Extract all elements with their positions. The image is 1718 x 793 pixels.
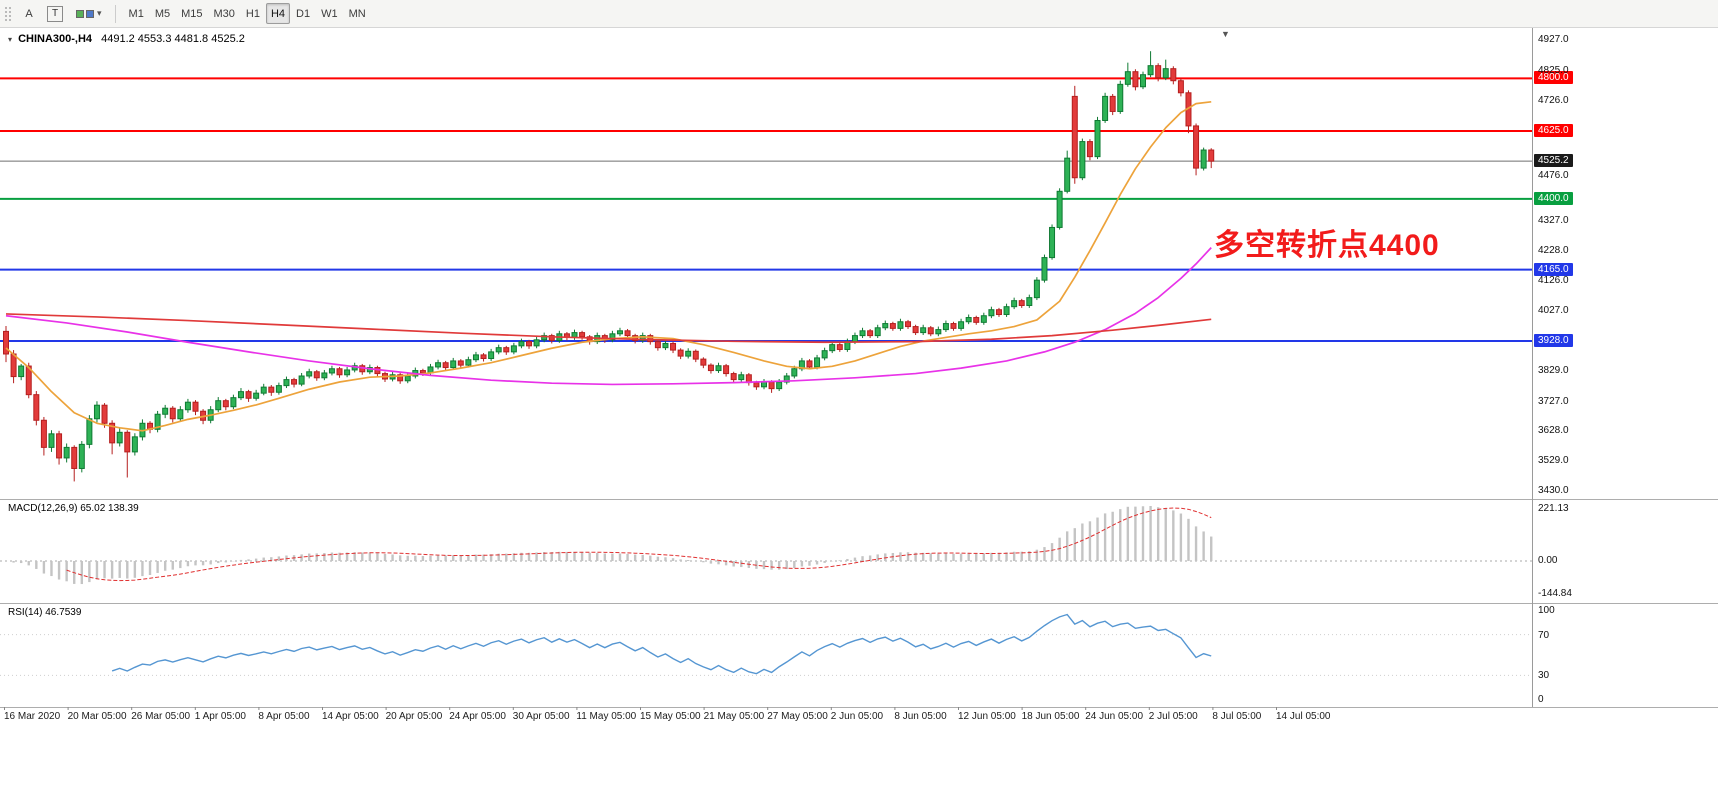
macd-axis-label: 0.00 — [1538, 555, 1558, 566]
time-axis-label: 21 May 05:00 — [703, 711, 765, 722]
rsi-axis-label: 100 — [1538, 605, 1555, 616]
timeframe-button-m1[interactable]: M1 — [124, 3, 149, 24]
macd-axis-label: 221.13 — [1538, 503, 1569, 514]
slow-ma-line — [5, 313, 1212, 344]
textbox-tool-button[interactable]: T — [42, 3, 68, 24]
toolbar-separator — [114, 4, 116, 23]
price-badge-4800.0: 4800.0 — [1534, 71, 1573, 85]
time-axis-label: 24 Apr 05:00 — [449, 711, 506, 722]
text-tool-button[interactable]: A — [18, 3, 40, 24]
time-axis-label: 18 Jun 05:00 — [1021, 711, 1080, 722]
price-axis-label: 4825.0 — [1538, 64, 1569, 76]
ohlc-values: 4491.2 4553.3 4481.8 4525.2 — [101, 33, 245, 45]
time-axis-label: 8 Apr 05:00 — [258, 711, 310, 722]
macd-label: MACD(12,26,9) 65.02 138.39 — [8, 503, 139, 514]
shapes-icon — [76, 9, 84, 18]
timeframe-button-m5[interactable]: M5 — [150, 3, 175, 24]
price-badge-4165.0: 4165.0 — [1534, 262, 1573, 276]
toolbar: A T ▾ M1 M5 M15 M30 H1 H4 D1 W1 MN — [0, 0, 1718, 28]
price-axis-label: 4126.0 — [1538, 275, 1569, 287]
time-axis-label: 30 Apr 05:00 — [512, 711, 570, 722]
price-axis-label: 4228.0 — [1538, 244, 1569, 256]
time-axis-label: 20 Apr 05:00 — [385, 711, 443, 722]
macd-axis-label: -144.84 — [1538, 588, 1572, 599]
time-axis-label: 15 May 05:00 — [640, 711, 701, 722]
price-axis-label: 4027.0 — [1538, 305, 1569, 317]
time-axis-label: 20 Mar 05:00 — [67, 711, 127, 722]
time-axis-label: 8 Jul 05:00 — [1212, 711, 1262, 722]
price-badge-4625.0: 4625.0 — [1534, 124, 1573, 138]
time-axis-label: 11 May 05:00 — [576, 711, 637, 722]
chart-shift-icon[interactable]: ▼ — [1221, 29, 1230, 39]
candles-group — [3, 51, 1215, 482]
rsi-axis-label: 70 — [1538, 629, 1550, 641]
price-axis-label: 3829.0 — [1538, 364, 1569, 376]
shapes-tool-button[interactable]: ▾ — [70, 3, 107, 24]
price-axis-label: 3430.0 — [1538, 485, 1569, 497]
timeframe-button-mn[interactable]: MN — [344, 3, 371, 24]
annotation-text[interactable]: 多空转折点4400 — [1214, 229, 1440, 262]
rsi-axis-label: 30 — [1538, 670, 1550, 682]
fast-ma-line — [5, 100, 1212, 432]
time-axis-label: 2 Jun 05:00 — [830, 711, 884, 722]
time-axis-label: 1 Apr 05:00 — [194, 711, 246, 722]
rsi-axis-label: 0 — [1538, 694, 1544, 705]
timeframe-button-w1[interactable]: W1 — [316, 3, 343, 24]
macd-signal-line — [66, 507, 1212, 582]
time-axis[interactable] — [0, 707, 1532, 731]
horizontal-lines — [0, 77, 1532, 343]
price-axis-label: 3529.0 — [1538, 455, 1569, 467]
shapes-icon — [86, 9, 94, 18]
price-axis-label: 3727.0 — [1538, 395, 1569, 407]
chevron-down-icon: ▾ — [97, 8, 102, 18]
price-axis-label: 4327.0 — [1538, 214, 1569, 226]
rsi-line — [111, 613, 1212, 675]
symbol-name: CHINA300-,H4 — [18, 33, 93, 45]
time-axis-label: 14 Jul 05:00 — [1276, 711, 1331, 722]
time-axis-label: 16 Mar 2020 — [4, 711, 61, 722]
mid-ma-line — [5, 247, 1212, 386]
timeframe-button-m15[interactable]: M15 — [176, 3, 207, 24]
price-badge-4525.2: 4525.2 — [1534, 154, 1573, 168]
price-badge-4400.0: 4400.0 — [1534, 191, 1573, 205]
timeframe-toolbar: M1 M5 M15 M30 H1 H4 D1 W1 MN — [124, 3, 371, 24]
time-axis-label: 8 Jun 05:00 — [894, 711, 947, 722]
toolbar-grip-handle[interactable] — [4, 5, 12, 22]
textbox-tool-label: T — [47, 5, 63, 22]
symbol-title: ▾ CHINA300-,H4 4491.2 4553.3 4481.8 4525… — [8, 33, 245, 45]
price-axis[interactable] — [1532, 28, 1612, 707]
timeframe-button-h1[interactable]: H1 — [241, 3, 265, 24]
time-axis-label: 2 Jul 05:00 — [1148, 711, 1198, 722]
timeframe-button-h4[interactable]: H4 — [265, 3, 291, 24]
price-badge-3928.0: 3928.0 — [1534, 334, 1573, 348]
time-axis-label: 14 Apr 05:00 — [322, 711, 379, 722]
price-axis-label: 4726.0 — [1538, 94, 1569, 106]
time-axis-label: 27 May 05:00 — [767, 711, 828, 722]
time-axis-label: 24 Jun 05:00 — [1085, 711, 1144, 722]
price-axis-label: 4927.0 — [1538, 34, 1569, 46]
timeframe-button-d1[interactable]: D1 — [291, 3, 315, 24]
time-axis-label: 12 Jun 05:00 — [958, 711, 1016, 722]
timeframe-button-m30[interactable]: M30 — [209, 3, 240, 24]
text-tool-label: A — [25, 7, 33, 20]
price-axis-label: 4476.0 — [1538, 169, 1569, 181]
collapse-triangle-icon[interactable]: ▾ — [8, 35, 13, 44]
time-axis-label: 26 Mar 05:00 — [131, 711, 191, 722]
rsi-label: RSI(14) 46.7539 — [8, 607, 82, 618]
price-axis-label: 3628.0 — [1538, 425, 1569, 437]
macd-histogram — [12, 506, 1213, 585]
